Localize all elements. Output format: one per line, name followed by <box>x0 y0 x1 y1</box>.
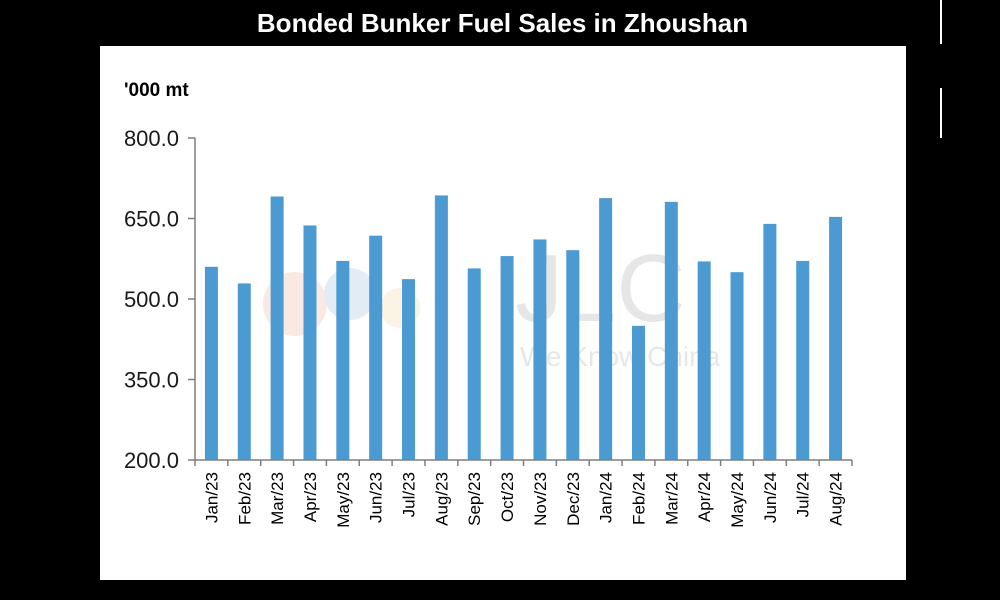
x-tick-label: Mar/24 <box>662 472 681 525</box>
bar <box>270 196 284 460</box>
chart-title: Bonded Bunker Fuel Sales in Zhoushan <box>256 8 749 38</box>
y-axis: 800.0 650.0 500.0 350.0 200.0 <box>124 126 196 473</box>
bar <box>566 250 580 460</box>
bar <box>697 261 711 460</box>
bar <box>796 260 810 460</box>
bar <box>434 195 448 460</box>
x-tick-label: Jan/24 <box>597 472 616 523</box>
bar <box>730 272 744 460</box>
x-tick-label: Dec/23 <box>564 472 583 526</box>
x-tick-label: Mar/23 <box>268 472 287 525</box>
x-tick-label: Nov/23 <box>531 472 550 526</box>
bar <box>204 266 218 460</box>
bar <box>500 256 514 460</box>
x-tick-label: Jun/24 <box>761 472 780 523</box>
x-tick-label: Sep/23 <box>465 472 484 526</box>
bar <box>664 201 678 460</box>
bar <box>402 279 416 460</box>
bar-chart: JLC We Know China '000 mt 800.0 650.0 500.… <box>124 80 853 528</box>
x-tick-label: Feb/23 <box>235 472 254 525</box>
bar <box>336 260 350 460</box>
bar <box>237 283 251 460</box>
x-tick-label: May/23 <box>334 472 353 528</box>
divider <box>940 88 942 138</box>
x-tick-label: May/24 <box>728 472 747 528</box>
x-tick-label: Feb/24 <box>629 472 648 525</box>
y-tick-label: 200.0 <box>124 448 179 473</box>
bar <box>631 325 645 460</box>
x-tick-label: Jul/23 <box>400 472 419 517</box>
y-tick-label: 350.0 <box>124 368 179 393</box>
chart-panel: JLC We Know China '000 mt 800.0 650.0 500.… <box>100 46 906 580</box>
y-tick-label: 500.0 <box>124 287 179 312</box>
x-tick-label: Oct/23 <box>498 472 517 522</box>
bar <box>467 268 481 460</box>
logo-circle-icon <box>324 268 376 320</box>
bar <box>763 223 777 460</box>
y-tick-label: 650.0 <box>124 207 179 232</box>
x-tick-label: Apr/23 <box>301 472 320 522</box>
bars <box>204 195 843 460</box>
x-tick-label: Aug/23 <box>432 472 451 526</box>
bar <box>369 235 383 460</box>
bar <box>533 239 547 460</box>
watermark-tagline: We Know China <box>520 341 721 372</box>
divider <box>940 0 942 44</box>
bar <box>829 216 843 460</box>
bar <box>303 225 317 460</box>
watermark: JLC We Know China <box>263 235 721 372</box>
y-axis-unit-label: '000 mt <box>124 80 189 101</box>
x-tick-label: Apr/24 <box>695 472 714 522</box>
x-tick-label: Aug/24 <box>827 472 846 526</box>
x-tick-label: Jun/23 <box>367 472 386 523</box>
y-tick-label: 800.0 <box>124 126 179 151</box>
x-tick-label: Jan/23 <box>202 472 221 523</box>
bar <box>599 198 613 460</box>
x-axis: Jan/23 Feb/23 Mar/23 Apr/23 May/23 Jun/23 Jul/… <box>194 459 853 528</box>
x-tick-label: Jul/24 <box>794 472 813 517</box>
